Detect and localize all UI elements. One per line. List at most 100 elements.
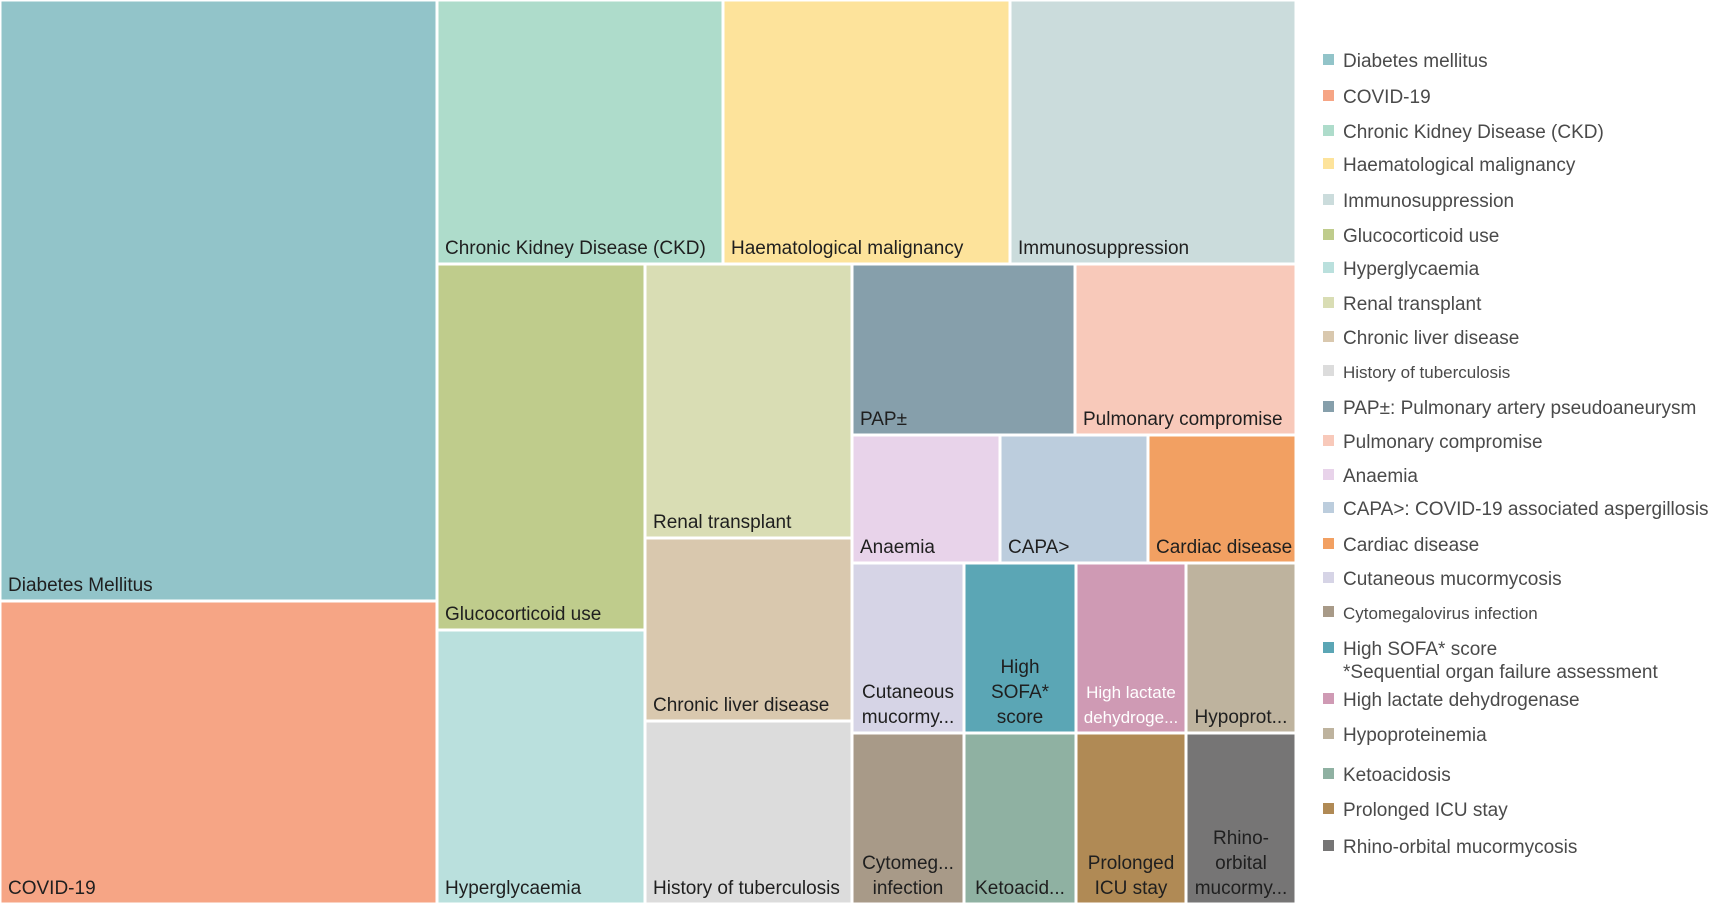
legend-item-anaemia: Anaemia — [1323, 466, 1418, 487]
legend-label-diabetes: Diabetes mellitus — [1343, 51, 1488, 72]
legend-label-sofa: *Sequential organ failure assessment — [1343, 662, 1658, 683]
tile-rect-gluco — [435, 262, 647, 632]
legend-item-cutaneous: Cutaneous mucormycosis — [1323, 569, 1562, 590]
tile-label-rhino: Rhino- — [1213, 828, 1269, 849]
tile-cmv: Cytomeg... infection — [850, 731, 966, 904]
tile-ldh: High lactate dehydroge... — [1074, 561, 1188, 735]
legend: Diabetes mellitus COVID-19 Chronic Kidney … — [1323, 51, 1709, 858]
tile-label-hypoprot: Hypoprot... — [1195, 707, 1288, 728]
legend-label-keto: Ketoacidosis — [1343, 765, 1451, 786]
tile-label-icu: Prolonged — [1088, 853, 1175, 874]
tile-rhino: Rhino-orbital mucormy... — [1184, 731, 1298, 904]
legend-label-rhino: Rhino-orbital mucormycosis — [1343, 837, 1577, 858]
tile-rect-cutaneous — [850, 561, 966, 735]
tile-tb: History of tuberculosis — [643, 719, 854, 904]
legend-item-hypoprot: Hypoproteinemia — [1323, 725, 1487, 746]
tile-sofa: High SOFA* score — [962, 561, 1078, 735]
tile-label-ldh: High lactate — [1086, 683, 1176, 702]
legend-label-immuno: Immunosuppression — [1343, 191, 1514, 212]
legend-swatch-pap — [1323, 401, 1334, 412]
legend-item-covid: COVID-19 — [1323, 87, 1431, 108]
legend-item-ldh: High lactate dehydrogenase — [1323, 690, 1580, 711]
legend-item-keto: Ketoacidosis — [1323, 765, 1451, 786]
legend-item-liver: Chronic liver disease — [1323, 328, 1519, 349]
tile-cardiac: Cardiac disease — [1146, 433, 1298, 565]
legend-item-ckd: Chronic Kidney Disease (CKD) — [1323, 122, 1604, 143]
tile-label-icu: ICU stay — [1095, 878, 1168, 899]
treemap-tiles: Diabetes Mellitus COVID-19 Chronic Kidney … — [0, 0, 1298, 904]
legend-item-cmv: Cytomegalovirus infection — [1323, 604, 1538, 623]
tile-capa: CAPA˃ — [998, 433, 1150, 565]
tile-label-sofa: SOFA* — [991, 682, 1050, 703]
legend-label-covid: COVID-19 — [1343, 87, 1431, 108]
tile-label-cutaneous: Cutaneous — [862, 682, 954, 703]
legend-label-icu: Prolonged ICU stay — [1343, 800, 1508, 821]
tile-label-diabetes: Diabetes Mellitus — [8, 575, 153, 596]
tile-label-gluco: Glucocorticoid use — [445, 604, 601, 625]
legend-swatch-liver — [1323, 331, 1334, 342]
tile-rect-renal — [643, 262, 854, 540]
legend-label-renal: Renal transplant — [1343, 294, 1482, 315]
tile-haem: Haematological malignancy — [721, 0, 1012, 266]
legend-swatch-tb — [1323, 365, 1334, 376]
legend-swatch-capa — [1323, 502, 1334, 513]
legend-label-ckd: Chronic Kidney Disease (CKD) — [1343, 122, 1604, 143]
tile-rect-hyper — [435, 628, 647, 904]
legend-swatch-ldh — [1323, 693, 1334, 704]
legend-item-haem: Haematological malignancy — [1323, 155, 1576, 176]
tile-label-pap: PAP± — [860, 409, 907, 430]
legend-swatch-ckd — [1323, 125, 1334, 136]
tile-label-sofa: High — [1000, 657, 1039, 678]
legend-label-pap: PAP±: Pulmonary artery pseudoaneurysm — [1343, 398, 1696, 419]
legend-label-haem: Haematological malignancy — [1343, 155, 1576, 176]
legend-swatch-gluco — [1323, 229, 1334, 240]
tile-hyper: Hyperglycaemia — [435, 628, 647, 904]
tile-label-ldh: dehydroge... — [1084, 708, 1179, 727]
legend-swatch-hyper — [1323, 262, 1334, 273]
legend-label-hypoprot: Hypoproteinemia — [1343, 725, 1487, 746]
legend-label-cmv: Cytomegalovirus infection — [1343, 604, 1538, 623]
tile-rect-ckd — [435, 0, 725, 266]
tile-keto: Ketoacid... — [962, 731, 1078, 904]
tile-label-hyper: Hyperglycaemia — [445, 878, 582, 899]
tile-diabetes: Diabetes Mellitus — [0, 0, 439, 603]
tile-rect-pap — [850, 262, 1077, 437]
tile-rect-keto — [962, 731, 1078, 904]
tile-immuno: Immunosuppression — [1008, 0, 1298, 266]
legend-label-capa: CAPA˃: COVID-19 associated aspergillosis — [1343, 499, 1709, 520]
legend-swatch-hypoprot — [1323, 728, 1334, 739]
tile-label-capa: CAPA˃ — [1008, 537, 1069, 558]
legend-swatch-anaemia — [1323, 469, 1334, 480]
legend-item-diabetes: Diabetes mellitus — [1323, 51, 1488, 72]
tile-label-cmv: Cytomeg... — [862, 853, 954, 874]
legend-label-hyper: Hyperglycaemia — [1343, 259, 1480, 280]
legend-label-liver: Chronic liver disease — [1343, 328, 1519, 349]
legend-item-pulm: Pulmonary compromise — [1323, 432, 1543, 453]
legend-swatch-cmv — [1323, 606, 1334, 617]
tile-rect-covid — [0, 599, 439, 904]
tile-rect-rhino — [1184, 731, 1298, 904]
tile-covid: COVID-19 — [0, 599, 439, 904]
tile-label-anaemia: Anaemia — [860, 537, 935, 558]
legend-item-icu: Prolonged ICU stay — [1323, 800, 1508, 821]
legend-swatch-keto — [1323, 768, 1334, 779]
legend-swatch-haem — [1323, 158, 1334, 169]
legend-item-rhino: Rhino-orbital mucormycosis — [1323, 837, 1577, 858]
legend-swatch-sofa — [1323, 642, 1334, 653]
tile-rect-cmv — [850, 731, 966, 904]
tile-label-cutaneous: mucormy... — [862, 707, 955, 728]
tile-rect-diabetes — [0, 0, 439, 603]
tile-label-cardiac: Cardiac disease — [1156, 537, 1292, 558]
tile-label-keto: Ketoacid... — [975, 878, 1065, 899]
tile-liver: Chronic liver disease — [643, 536, 854, 723]
tile-label-haem: Haematological malignancy — [731, 238, 964, 259]
legend-label-cardiac: Cardiac disease — [1343, 535, 1479, 556]
tile-label-cmv: infection — [873, 878, 944, 899]
tile-anaemia: Anaemia — [850, 433, 1002, 565]
legend-item-capa: CAPA˃: COVID-19 associated aspergillosis — [1323, 499, 1709, 520]
legend-swatch-covid — [1323, 90, 1334, 101]
tile-label-covid: COVID-19 — [8, 878, 96, 899]
legend-swatch-cardiac — [1323, 538, 1334, 549]
tile-rect-immuno — [1008, 0, 1298, 266]
